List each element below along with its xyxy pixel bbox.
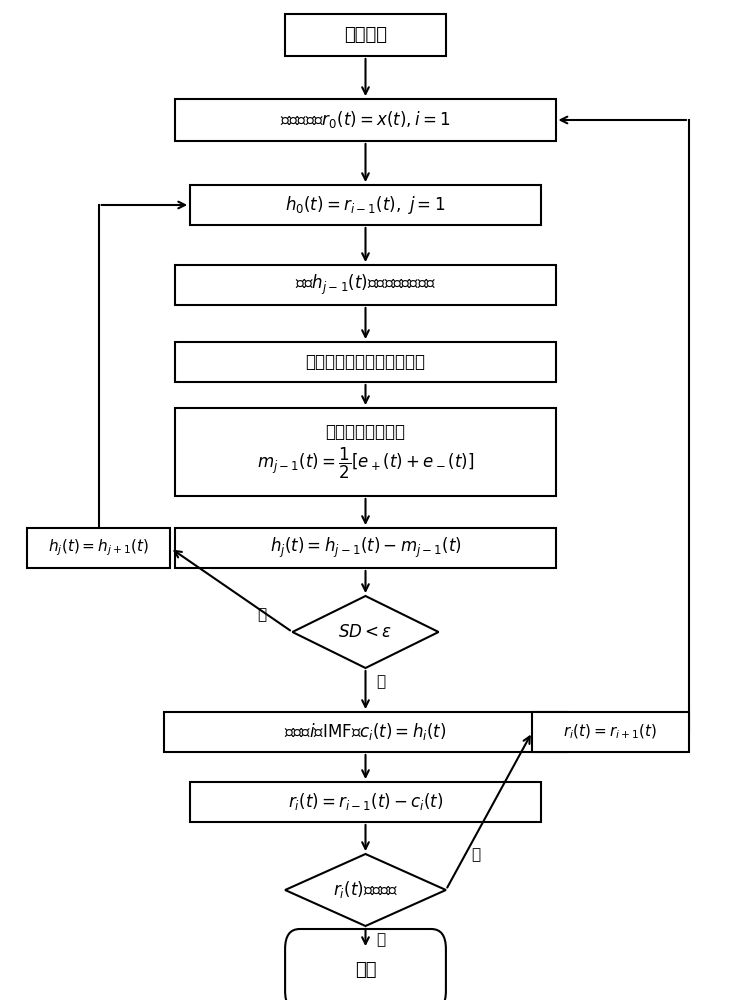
- Text: 结束: 结束: [355, 961, 376, 979]
- Text: 输入信号: 输入信号: [344, 26, 387, 44]
- Text: $SD<\varepsilon$: $SD<\varepsilon$: [338, 623, 393, 641]
- FancyBboxPatch shape: [164, 712, 567, 752]
- Text: $h_j(t)=h_{j+1}(t)$: $h_j(t)=h_{j+1}(t)$: [48, 538, 149, 558]
- FancyBboxPatch shape: [175, 265, 556, 305]
- FancyBboxPatch shape: [531, 712, 689, 752]
- FancyBboxPatch shape: [285, 14, 446, 56]
- FancyBboxPatch shape: [285, 929, 446, 1000]
- FancyBboxPatch shape: [190, 782, 541, 822]
- Text: 否: 否: [471, 848, 480, 862]
- Text: 是: 是: [376, 932, 385, 948]
- Text: 否: 否: [258, 607, 267, 622]
- Text: $h_j(t)=h_{j-1}(t)-m_{j-1}(t)$: $h_j(t)=h_{j-1}(t)-m_{j-1}(t)$: [270, 536, 461, 560]
- Text: 初始化：令$r_0(t)=x(t), i=1$: 初始化：令$r_0(t)=x(t), i=1$: [280, 109, 451, 130]
- FancyBboxPatch shape: [175, 408, 556, 496]
- Text: 保存第$i$阶IMF：$c_i(t)=h_i(t)$: 保存第$i$阶IMF：$c_i(t)=h_i(t)$: [284, 722, 447, 742]
- Text: $h_0(t)=r_{i-1}(t),\ j=1$: $h_0(t)=r_{i-1}(t),\ j=1$: [285, 194, 446, 216]
- FancyBboxPatch shape: [175, 342, 556, 382]
- FancyBboxPatch shape: [175, 528, 556, 568]
- FancyBboxPatch shape: [175, 99, 556, 141]
- Text: 找出$h_{j-1}(t)$的全部局部极值点: 找出$h_{j-1}(t)$的全部局部极值点: [295, 273, 436, 297]
- Text: $r_i(t)=r_{i+1}(t)$: $r_i(t)=r_{i+1}(t)$: [563, 723, 658, 741]
- Polygon shape: [292, 596, 439, 668]
- FancyBboxPatch shape: [190, 185, 541, 225]
- Text: 计算上下包络均值
$m_{j-1}(t)=\dfrac{1}{2}[e_+(t)+e_-(t)]$: 计算上下包络均值 $m_{j-1}(t)=\dfrac{1}{2}[e_+(t)…: [257, 423, 474, 481]
- Text: $r_i(t)$无极值点: $r_i(t)$无极值点: [333, 880, 398, 900]
- Text: 三次样条插值拟合上下包络: 三次样条插值拟合上下包络: [306, 353, 425, 371]
- Text: 是: 是: [376, 674, 385, 690]
- FancyBboxPatch shape: [28, 528, 170, 568]
- Text: $r_i(t)=r_{i-1}(t)-c_i(t)$: $r_i(t)=r_{i-1}(t)-c_i(t)$: [288, 792, 443, 812]
- Polygon shape: [285, 854, 446, 926]
